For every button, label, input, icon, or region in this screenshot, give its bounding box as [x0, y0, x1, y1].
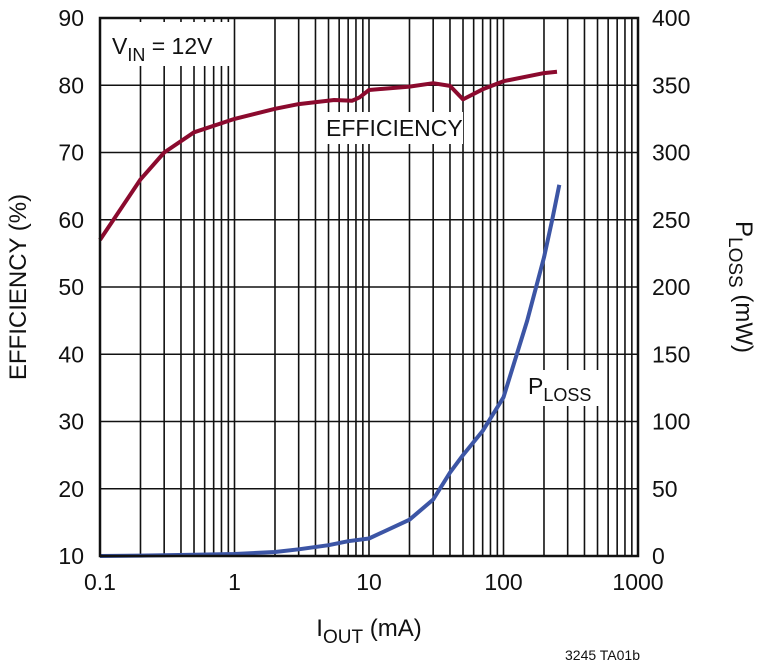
y2-tick-label: 300 [652, 140, 690, 166]
condition-label: VIN = 12V [112, 33, 213, 65]
efficiency-curve [98, 69, 558, 242]
x-tick-label: 100 [484, 569, 522, 595]
y2-tick-label: 400 [652, 5, 690, 31]
y2-tick-label: 100 [652, 409, 690, 435]
condition-label-bg [104, 22, 230, 66]
y-tick-label: 70 [58, 140, 84, 166]
efficiency-series-label: EFFICIENCY [326, 115, 463, 141]
left-y-axis-ticks: 10 20 30 40 50 60 70 80 90 [58, 5, 84, 569]
figure-code: 3245 TA01b [565, 647, 640, 663]
right-y-axis-title: PLOSS (mW) [724, 221, 757, 353]
y-tick-label: 20 [58, 476, 84, 502]
efficiency-label-bg [323, 112, 463, 144]
left-y-axis-title: EFFICIENCY (%) [5, 194, 32, 380]
y2-tick-label: 200 [652, 274, 690, 300]
x-axis-title: IOUT (mA) [316, 615, 421, 648]
plot-frame [98, 16, 640, 558]
y-tick-label: 30 [58, 409, 84, 435]
data-series [98, 69, 562, 558]
x-tick-label: 0.1 [84, 569, 116, 595]
grid-lines [99, 17, 638, 557]
x-axis-ticks: 0.1 1 10 100 1000 [84, 569, 664, 595]
y-tick-label: 50 [58, 274, 84, 300]
y2-tick-label: 350 [652, 72, 690, 98]
y-tick-label: 90 [58, 5, 84, 31]
ploss-curve [99, 184, 562, 558]
right-y-axis-ticks: 0 50 100 150 200 250 300 350 400 [652, 5, 690, 569]
x-tick-label: 1000 [612, 569, 663, 595]
x-tick-label: 10 [356, 569, 382, 595]
y2-tick-label: 50 [652, 476, 678, 502]
y2-tick-label: 0 [652, 543, 665, 569]
y-tick-label: 80 [58, 72, 84, 98]
x-tick-label: 1 [228, 569, 241, 595]
y2-tick-label: 250 [652, 207, 690, 233]
ploss-label-bg [524, 370, 600, 406]
ploss-series-label: PLOSS [528, 373, 591, 405]
y-tick-label: 40 [58, 341, 84, 367]
y2-tick-label: 150 [652, 341, 690, 367]
y-tick-label: 10 [58, 543, 84, 569]
y-tick-label: 60 [58, 207, 84, 233]
